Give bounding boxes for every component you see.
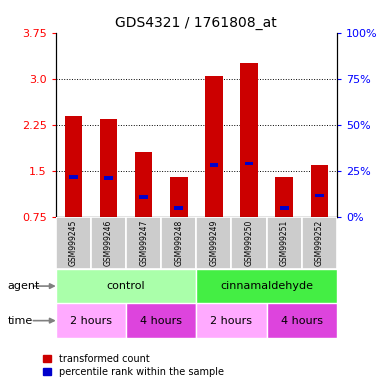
Text: time: time	[8, 316, 33, 326]
Text: GSM999247: GSM999247	[139, 220, 148, 266]
Bar	[280, 206, 289, 210]
Bar	[100, 119, 117, 217]
Bar	[56, 217, 91, 269]
Bar	[275, 177, 293, 217]
Bar	[161, 217, 196, 269]
Bar	[311, 165, 328, 217]
Text: control: control	[107, 281, 146, 291]
Bar	[240, 63, 258, 217]
Text: cinnamaldehyde: cinnamaldehyde	[220, 281, 313, 291]
Bar	[205, 76, 223, 217]
Text: GSM999251: GSM999251	[280, 220, 289, 266]
Bar	[91, 217, 126, 269]
Text: GSM999252: GSM999252	[315, 220, 324, 266]
Text: agent: agent	[8, 281, 40, 291]
Text: 4 hours: 4 hours	[281, 316, 323, 326]
Bar	[126, 217, 161, 269]
Bar	[135, 152, 152, 217]
Bar	[69, 175, 78, 179]
Bar	[266, 303, 337, 338]
Bar	[174, 206, 183, 210]
Bar	[196, 303, 266, 338]
Text: GSM999246: GSM999246	[104, 220, 113, 266]
Bar	[126, 303, 196, 338]
Bar	[65, 116, 82, 217]
Bar	[56, 269, 196, 303]
Bar	[231, 217, 266, 269]
Text: GSM999245: GSM999245	[69, 220, 78, 266]
Title: GDS4321 / 1761808_at: GDS4321 / 1761808_at	[116, 16, 277, 30]
Text: 2 hours: 2 hours	[70, 316, 112, 326]
Bar	[104, 176, 113, 180]
Text: 2 hours: 2 hours	[211, 316, 253, 326]
Text: GSM999250: GSM999250	[244, 220, 254, 266]
Bar	[302, 217, 337, 269]
Bar	[139, 195, 148, 199]
Bar	[209, 163, 218, 167]
Bar	[196, 217, 231, 269]
Text: GSM999249: GSM999249	[209, 220, 218, 266]
Bar	[266, 217, 302, 269]
Bar	[170, 177, 187, 217]
Legend: transformed count, percentile rank within the sample: transformed count, percentile rank withi…	[44, 354, 224, 377]
Bar	[56, 303, 126, 338]
Text: 4 hours: 4 hours	[140, 316, 182, 326]
Text: GSM999248: GSM999248	[174, 220, 183, 266]
Bar	[315, 194, 324, 197]
Bar	[196, 269, 337, 303]
Bar	[244, 162, 253, 166]
